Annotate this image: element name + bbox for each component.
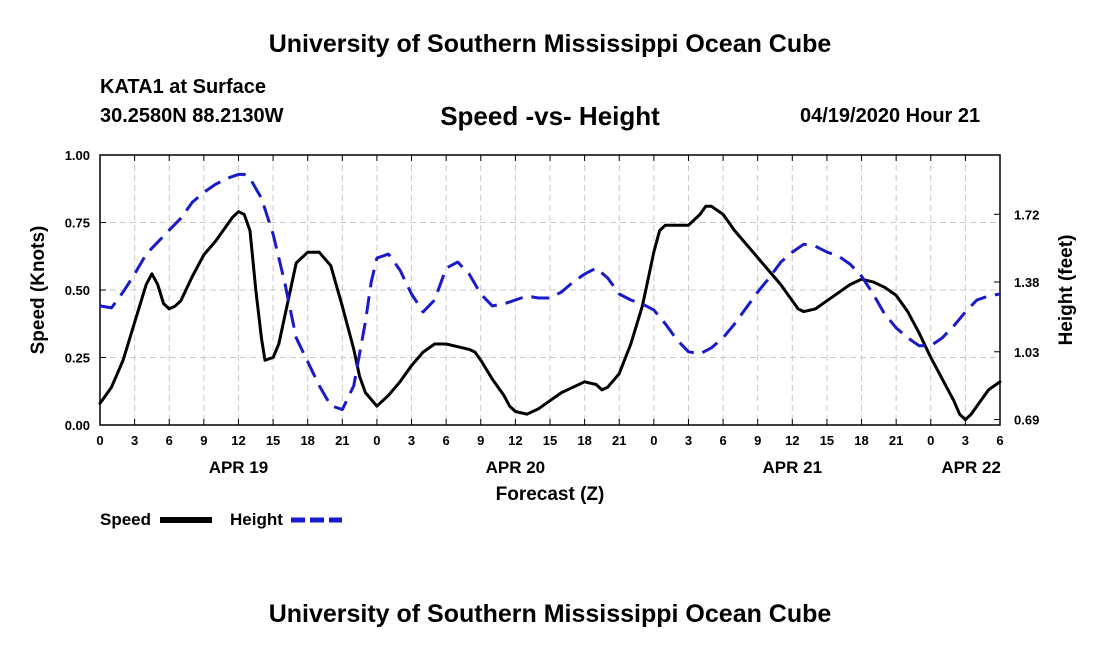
x-tick-label: 21 (612, 433, 626, 448)
y2-axis-label: Height (feet) (1056, 235, 1077, 346)
x-tick-label: 6 (996, 433, 1003, 448)
x-tick-label: 0 (927, 433, 934, 448)
y-tick-label: 1.00 (65, 148, 90, 163)
y-tick-label: 0.00 (65, 418, 90, 433)
x-tick-label: 0 (96, 433, 103, 448)
x-tick-label: 3 (685, 433, 692, 448)
date-label: APR 20 (486, 458, 546, 477)
speed-series-line (98, 204, 1002, 422)
x-tick-label: 15 (543, 433, 557, 448)
x-tick-label: 12 (508, 433, 522, 448)
y2-tick-label: 1.38 (1014, 275, 1039, 290)
tick-layer: 0 3 6 9 12 15 18 21 0 3 6 9 12 15 18 21 0 3 6 9 12 15 18 21 0 3 60… (65, 148, 1040, 477)
chart-subtitle: Speed -vs- Height (440, 101, 660, 131)
x-tick-label: 15 (266, 433, 280, 448)
x-tick-label: 9 (754, 433, 761, 448)
y-axis-label: Speed (Knots) (28, 226, 49, 355)
y2-tick-label: 1.03 (1014, 345, 1039, 360)
x-tick-label: 12 (785, 433, 799, 448)
x-tick-label: 21 (335, 433, 349, 448)
station-label: KATA1 at Surface (100, 76, 266, 98)
y-tick-label: 0.75 (65, 216, 90, 231)
x-tick-label: 18 (854, 433, 868, 448)
legend-speed-label: Speed (100, 510, 151, 529)
x-tick-label: 18 (577, 433, 591, 448)
x-axis-label: Forecast (Z) (496, 484, 605, 505)
x-tick-label: 6 (719, 433, 726, 448)
date-label: APR 19 (209, 458, 269, 477)
x-tick-label: 18 (300, 433, 314, 448)
x-tick-label: 9 (200, 433, 207, 448)
x-tick-label: 21 (889, 433, 903, 448)
coordinates-label: 30.2580N 88.2130W (100, 105, 284, 127)
x-tick-label: 15 (820, 433, 834, 448)
x-tick-label: 0 (650, 433, 657, 448)
page-title: University of Southern Mississippi Ocean… (268, 30, 832, 58)
legend-height-label: Height (230, 510, 283, 529)
y-tick-label: 0.50 (65, 283, 90, 298)
y-tick-label: 0.25 (65, 351, 90, 366)
grid-layer (100, 155, 1000, 425)
footer-title: University of Southern Mississippi Ocean… (268, 600, 832, 628)
y2-tick-label: 1.72 (1014, 207, 1039, 222)
x-tick-label: 0 (373, 433, 380, 448)
timestamp-label: 04/19/2020 Hour 21 (800, 105, 981, 127)
x-tick-label: 6 (443, 433, 450, 448)
x-tick-label: 3 (962, 433, 969, 448)
date-label: APR 21 (763, 458, 823, 477)
x-tick-label: 12 (231, 433, 245, 448)
y2-tick-label: 0.69 (1014, 413, 1039, 428)
x-tick-label: 3 (408, 433, 415, 448)
height-series-line (99, 172, 1001, 412)
x-tick-label: 6 (166, 433, 173, 448)
x-tick-label: 3 (131, 433, 138, 448)
x-tick-label: 9 (477, 433, 484, 448)
date-label: APR 22 (941, 458, 1001, 477)
legend: Speed Height (100, 510, 342, 529)
series-layer (98, 172, 1002, 422)
